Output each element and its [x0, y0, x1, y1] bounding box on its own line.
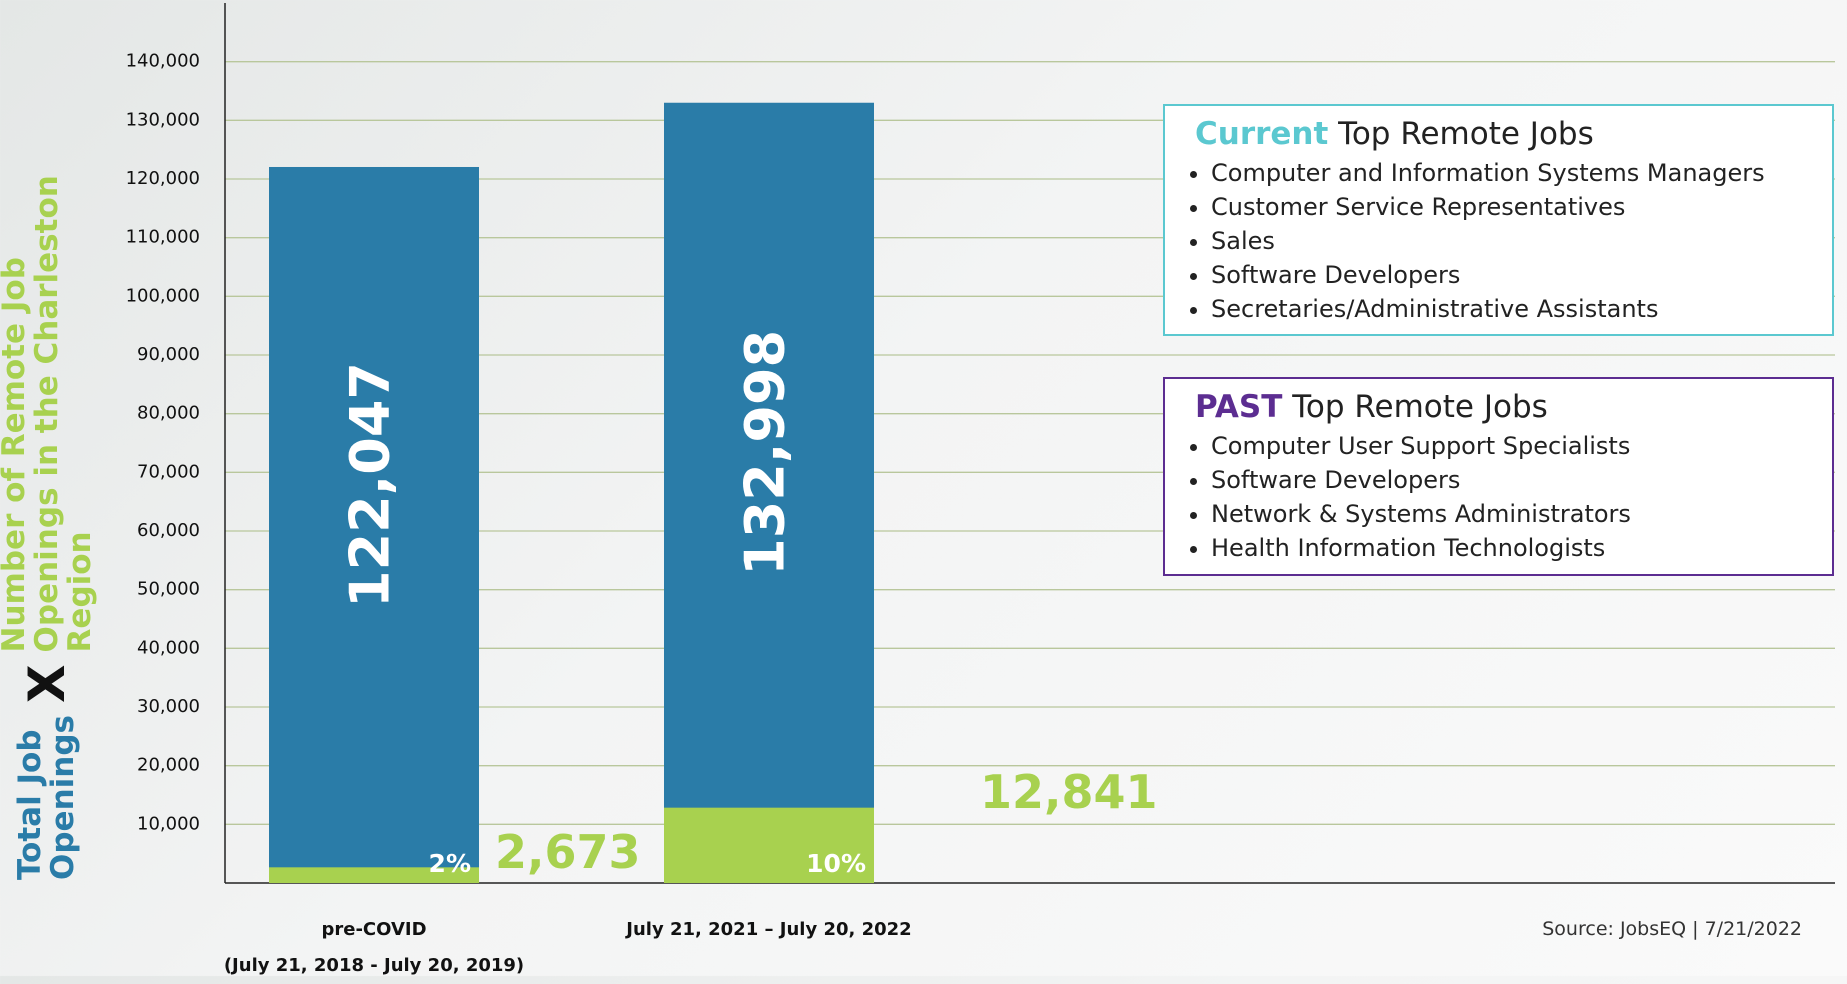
panel-item: Computer and Information Systems Manager… [1211, 156, 1832, 190]
panel-item: Secretaries/Administrative Assistants [1211, 292, 1832, 326]
panel-heading: PAST Top Remote Jobs [1195, 389, 1832, 425]
panel: Current Top Remote Jobs Computer and Info… [1163, 104, 1834, 336]
bar-remote [664, 807, 874, 883]
panel-highlight: Current [1195, 116, 1329, 152]
share-label: 10% [806, 849, 866, 878]
y-tick-label: 90,000 [137, 344, 200, 365]
y-tick-label: 30,000 [137, 696, 200, 717]
y-tick-label: 100,000 [126, 285, 200, 306]
source: Source: JobsEQ | 7/21/2022 [1542, 918, 1802, 940]
y-tick-label: 50,000 [137, 579, 200, 600]
panel-heading: Current Top Remote Jobs [1195, 116, 1832, 152]
total-value-label: 122,047 [339, 362, 402, 608]
panel: PAST Top Remote Jobs Computer User Suppor… [1163, 377, 1834, 576]
y-tick-label: 120,000 [126, 168, 200, 189]
share-label: 2% [429, 849, 471, 878]
y-tick-label: 130,000 [126, 109, 200, 130]
panel-item: Software Developers [1211, 463, 1832, 497]
y-label-total: Total Job Openings [12, 715, 81, 880]
bar-remote [269, 867, 479, 883]
y-tick-label: 110,000 [126, 227, 200, 248]
y-tick-label: 40,000 [137, 637, 200, 658]
panel-title: Top Remote Jobs [1292, 389, 1548, 425]
remote-value-label: 12,841 [980, 765, 1158, 819]
y-tick-label: 60,000 [137, 520, 200, 541]
x-tick-label: July 21, 2021 – July 20, 2022 [626, 919, 912, 940]
y-tick-label: 10,000 [137, 813, 200, 834]
panel-item: Software Developers [1211, 258, 1832, 292]
panel-list: Computer User Support SpecialistsSoftwar… [1195, 429, 1832, 565]
y-label-joiner: X [17, 664, 76, 704]
panel-item: Customer Service Representatives [1211, 190, 1832, 224]
y-label-remote: Number of Remote Job Openings in the Cha… [0, 175, 98, 653]
y-tick-label: 20,000 [137, 755, 200, 776]
total-value-label: 132,998 [734, 330, 797, 576]
panel-item: Network & Systems Administrators [1211, 497, 1832, 531]
panel-title: Top Remote Jobs [1338, 116, 1594, 152]
panel-item: Health Information Technologists [1211, 531, 1832, 565]
panel-list: Computer and Information Systems Manager… [1195, 156, 1832, 326]
panel-item: Computer User Support Specialists [1211, 429, 1832, 463]
panel-highlight: PAST [1195, 389, 1283, 425]
y-tick-label: 140,000 [126, 51, 200, 72]
remote-value-label: 2,673 [495, 825, 641, 879]
y-axis-label: Total Job Openings X Number of Remote Jo… [0, 8, 98, 880]
y-tick-label: 70,000 [137, 461, 200, 482]
bar-total [269, 166, 479, 883]
panel-item: Sales [1211, 224, 1832, 258]
bar-total [664, 102, 874, 884]
x-tick-label: pre-COVID (July 21, 2018 - July 20, 2019… [223, 919, 525, 976]
y-tick-label: 80,000 [137, 403, 200, 424]
